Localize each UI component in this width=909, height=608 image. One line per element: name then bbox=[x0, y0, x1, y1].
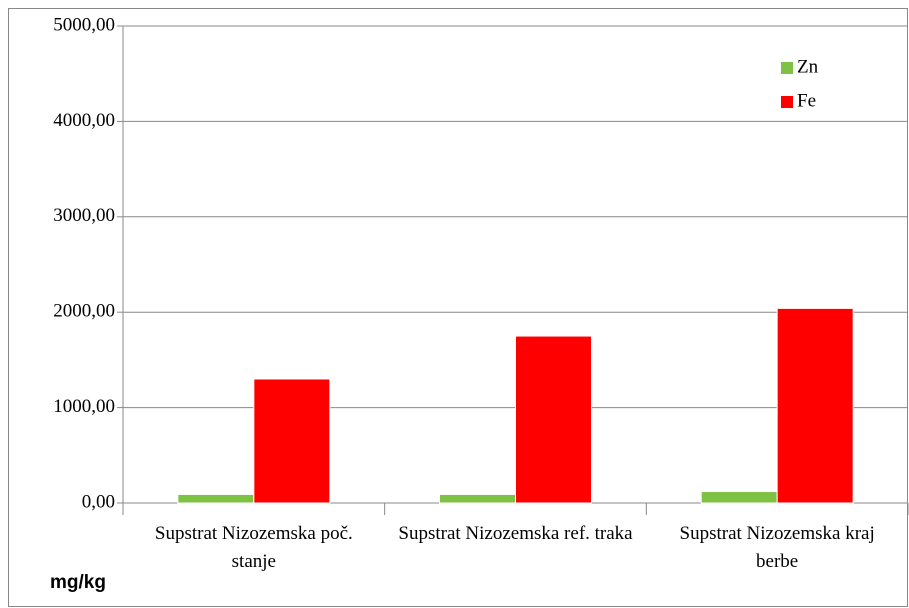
x-tick-label: Supstrat Nizozemska poč. stanje bbox=[154, 523, 353, 572]
legend-label: Zn bbox=[797, 56, 819, 77]
legend-swatch bbox=[781, 62, 793, 74]
y-tick-label: 1000,00 bbox=[53, 396, 115, 417]
x-tick-label: Supstrat Nizozemska kraj berbe bbox=[679, 523, 875, 572]
y-tick-label: 5000,00 bbox=[53, 14, 115, 35]
y-tick-label: 3000,00 bbox=[53, 205, 115, 226]
y-tick-label: 0,00 bbox=[82, 491, 115, 512]
bar bbox=[776, 307, 854, 504]
x-tick-label: Supstrat Nizozemska ref. traka bbox=[398, 523, 633, 544]
y-axis-label: mg/kg bbox=[50, 572, 106, 593]
bar bbox=[515, 335, 592, 504]
bar bbox=[253, 378, 331, 504]
bar bbox=[700, 491, 778, 504]
legend-swatch bbox=[781, 96, 793, 108]
y-tick-label: 2000,00 bbox=[53, 301, 115, 322]
legend-label: Fe bbox=[797, 90, 816, 111]
y-tick-label: 4000,00 bbox=[53, 110, 115, 131]
bar bbox=[177, 493, 255, 504]
chart-border bbox=[8, 8, 908, 607]
bar bbox=[439, 493, 516, 504]
